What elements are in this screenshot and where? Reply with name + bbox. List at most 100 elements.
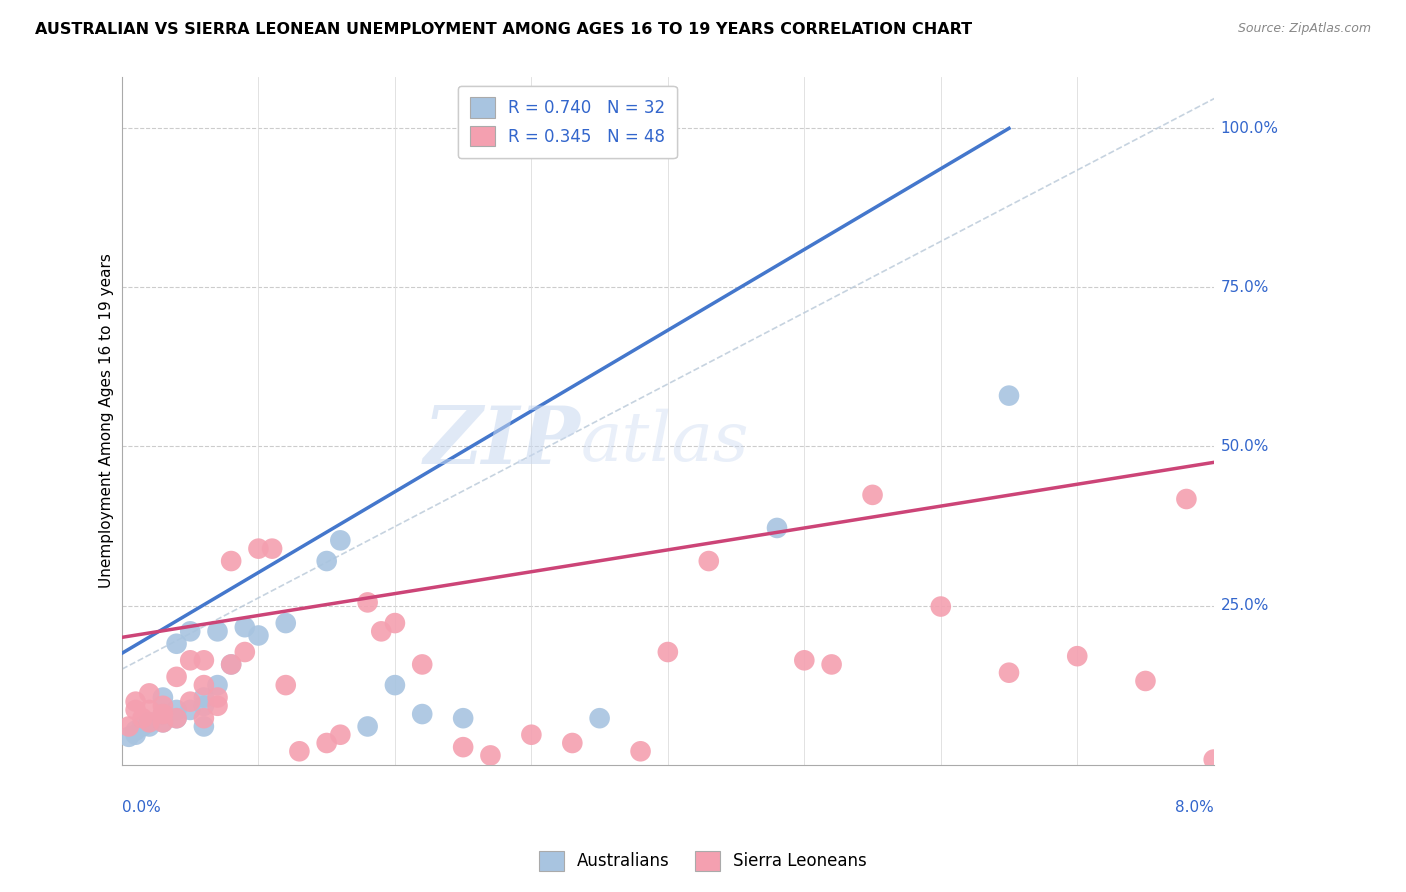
Point — [207, 599, 229, 613]
Point — [179, 483, 201, 498]
Point — [274, 471, 297, 485]
Point — [131, 630, 153, 644]
Text: Source: ZipAtlas.com: Source: ZipAtlas.com — [1237, 22, 1371, 36]
Point — [219, 535, 242, 549]
Point — [166, 605, 188, 619]
Point — [131, 617, 153, 632]
Point — [479, 674, 502, 689]
Point — [193, 528, 215, 542]
Point — [124, 592, 146, 607]
Point — [207, 586, 229, 600]
Point — [929, 446, 952, 460]
Point — [219, 376, 242, 390]
Point — [166, 503, 188, 517]
Point — [193, 528, 215, 542]
Point — [193, 617, 215, 632]
Point — [329, 643, 352, 657]
Point — [1135, 560, 1157, 574]
Text: Unemployment Among Ages 16 to 19 years: Unemployment Among Ages 16 to 19 years — [100, 253, 114, 589]
Point — [697, 376, 720, 390]
Point — [247, 357, 270, 371]
Point — [193, 599, 215, 613]
Point — [588, 617, 610, 632]
Point — [152, 586, 174, 600]
Point — [233, 477, 256, 491]
Point — [118, 646, 141, 660]
Point — [179, 605, 201, 619]
Text: atlas: atlas — [581, 409, 749, 475]
Point — [315, 656, 337, 670]
Point — [166, 617, 188, 632]
Point — [998, 548, 1021, 562]
Point — [166, 617, 188, 632]
Point — [193, 586, 215, 600]
Point — [657, 516, 679, 530]
Text: 25.0%: 25.0% — [1220, 598, 1268, 613]
Point — [411, 611, 433, 625]
Point — [247, 491, 270, 505]
Point — [124, 643, 146, 657]
Point — [131, 630, 153, 644]
Point — [793, 528, 815, 542]
Point — [998, 548, 1021, 562]
Point — [630, 668, 652, 682]
Point — [193, 586, 215, 600]
Point — [370, 483, 392, 498]
Point — [193, 617, 215, 632]
Point — [152, 611, 174, 625]
Point — [356, 630, 378, 644]
Point — [179, 592, 201, 607]
Point — [588, 617, 610, 632]
Point — [138, 605, 160, 619]
Point — [193, 630, 215, 644]
Point — [118, 630, 141, 644]
Point — [166, 503, 188, 517]
Point — [451, 662, 474, 676]
Text: 0.0%: 0.0% — [122, 799, 160, 814]
Point — [998, 121, 1021, 136]
Point — [766, 325, 789, 339]
Point — [998, 121, 1021, 136]
Point — [207, 483, 229, 498]
Point — [329, 344, 352, 359]
Point — [1202, 681, 1225, 696]
Point — [561, 656, 583, 670]
Legend: Australians, Sierra Leoneans: Australians, Sierra Leoneans — [530, 842, 876, 880]
Point — [329, 344, 352, 359]
Point — [820, 535, 842, 549]
Point — [315, 656, 337, 670]
Text: ZIP: ZIP — [423, 403, 581, 481]
Point — [329, 643, 352, 657]
Point — [152, 624, 174, 638]
Point — [411, 535, 433, 549]
Point — [207, 566, 229, 581]
Point — [1066, 522, 1088, 536]
Point — [207, 566, 229, 581]
Point — [152, 586, 174, 600]
Point — [124, 643, 146, 657]
Point — [138, 624, 160, 638]
Point — [1066, 522, 1088, 536]
Point — [207, 599, 229, 613]
Point — [138, 624, 160, 638]
Point — [1135, 560, 1157, 574]
Point — [124, 605, 146, 619]
Point — [793, 528, 815, 542]
Point — [152, 611, 174, 625]
Point — [207, 483, 229, 498]
Legend: R = 0.740   N = 32, R = 0.345   N = 48: R = 0.740 N = 32, R = 0.345 N = 48 — [458, 86, 676, 158]
Point — [193, 566, 215, 581]
Point — [1175, 280, 1198, 294]
Point — [152, 599, 174, 613]
Point — [451, 617, 474, 632]
Text: 75.0%: 75.0% — [1220, 280, 1268, 295]
Point — [124, 637, 146, 651]
Point — [233, 477, 256, 491]
Point — [179, 483, 201, 498]
Point — [118, 630, 141, 644]
Point — [929, 446, 952, 460]
Point — [370, 483, 392, 498]
Point — [193, 630, 215, 644]
Point — [262, 357, 284, 371]
Text: 100.0%: 100.0% — [1220, 120, 1278, 136]
